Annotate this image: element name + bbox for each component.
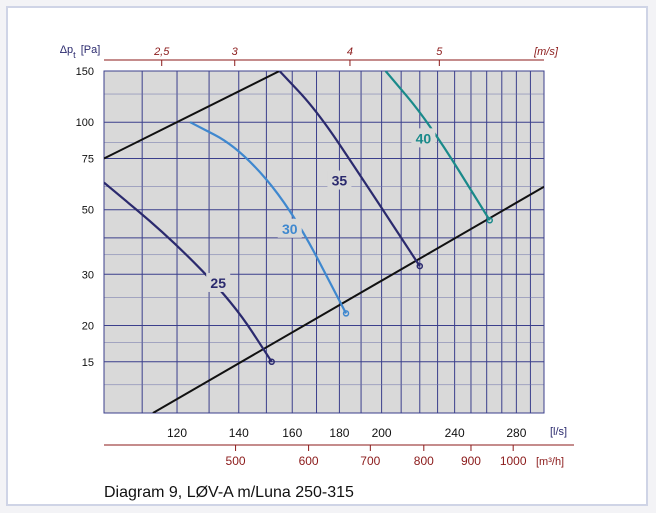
y-tick-label: 75 <box>82 154 94 166</box>
chart-caption: Diagram 9, LØV-A m/Luna 250-315 <box>104 484 354 501</box>
x-tick-label-ls: 200 <box>372 426 392 440</box>
series-line-25 <box>104 181 273 363</box>
top-tick-label-ms: 3 <box>232 46 239 58</box>
x-tick-label-ls: 140 <box>229 426 249 440</box>
series-line-40 <box>384 71 491 221</box>
series-endpoint-25 <box>268 358 275 366</box>
x-tick-label-ls: 180 <box>329 426 349 440</box>
series-label-40: 40 <box>416 130 432 146</box>
series-label-25: 25 <box>210 275 226 291</box>
limit-line <box>152 185 544 413</box>
series-label-30: 30 <box>282 221 298 237</box>
y-axis-label: Δpt [Pa] <box>60 44 101 60</box>
y-tick-label: 150 <box>76 66 94 78</box>
top-unit-ms: [m/s] <box>533 46 559 58</box>
x-tick-label-m3h: 1000 <box>500 454 527 468</box>
x-tick-label-m3h: 700 <box>360 454 380 468</box>
y-tick-label: 30 <box>82 269 94 281</box>
x-unit-m3h: [m³/h] <box>536 456 564 468</box>
x-tick-label-ls: 280 <box>506 426 526 440</box>
x-tick-label-m3h: 600 <box>299 454 319 468</box>
x-tick-label-ls: 120 <box>167 426 187 440</box>
limit-line <box>104 71 280 160</box>
x-tick-label-ls: 240 <box>445 426 465 440</box>
y-tick-label: 100 <box>76 117 94 129</box>
series-label-bg <box>206 272 231 292</box>
y-tick-label: 50 <box>82 205 94 217</box>
x-tick-label-m3h: 800 <box>414 454 434 468</box>
series-label-bg <box>411 128 436 148</box>
top-tick-label-ms: 2,5 <box>153 46 170 58</box>
x-tick-label-m3h: 500 <box>226 454 246 468</box>
series-line-35 <box>278 71 421 267</box>
x-tick-label-ls: 160 <box>282 426 302 440</box>
series-label-35: 35 <box>332 173 348 189</box>
series-endpoint-35 <box>416 262 424 270</box>
y-tick-label: 15 <box>82 357 94 369</box>
y-tick-label: 20 <box>82 320 94 332</box>
series-endpoint-40 <box>486 217 494 224</box>
x-unit-ls: [l/s] <box>550 426 567 438</box>
x-tick-label-m3h: 900 <box>461 454 481 468</box>
plot-border <box>103 70 545 414</box>
series-label-bg <box>327 170 352 190</box>
top-tick-label-ms: 5 <box>436 46 443 58</box>
series-label-bg <box>277 218 302 238</box>
top-tick-label-ms: 4 <box>347 46 353 58</box>
series-endpoint-30 <box>342 310 350 317</box>
